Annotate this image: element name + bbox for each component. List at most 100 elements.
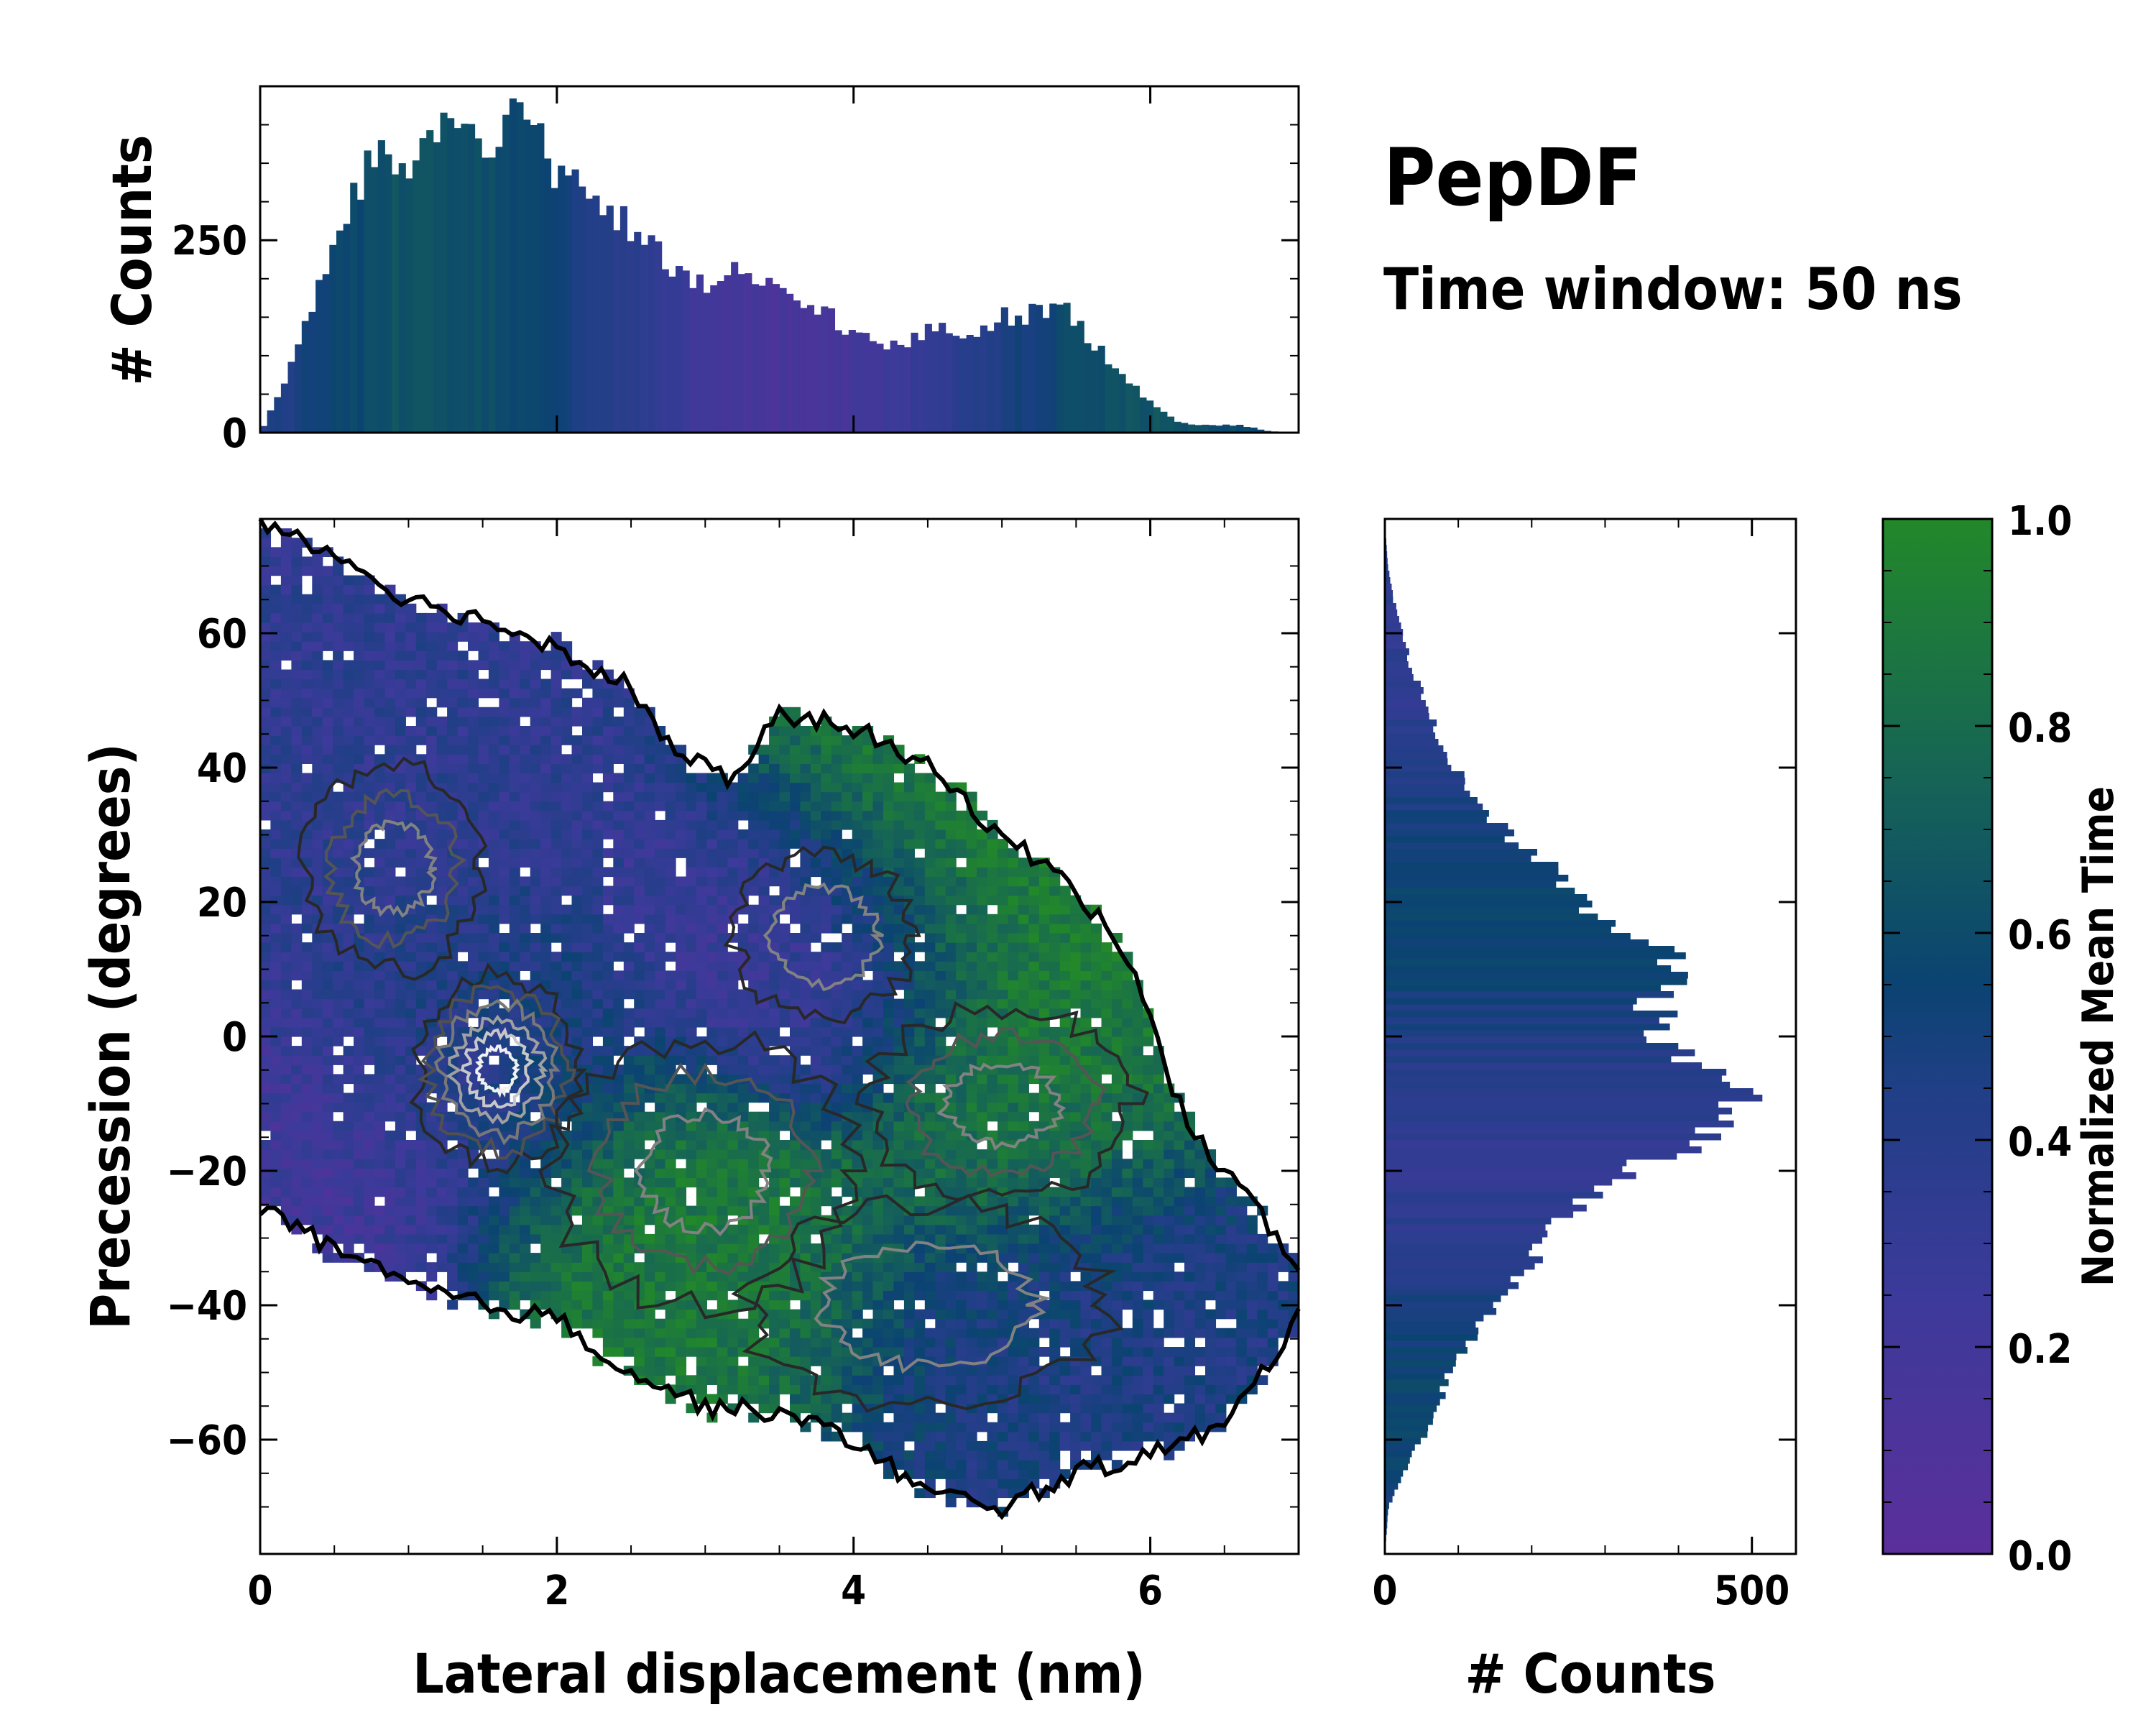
heatmap-cell — [966, 1328, 977, 1338]
heatmap-cell — [436, 660, 448, 671]
heatmap-cell — [810, 1356, 821, 1366]
heatmap-cell — [872, 1384, 884, 1395]
heatmap-cell — [602, 707, 614, 717]
heatmap-cell — [530, 810, 541, 821]
heatmap-cell — [291, 745, 303, 755]
heatmap-cell — [291, 1149, 303, 1159]
heatmap-cell — [405, 829, 417, 840]
x-marginal-bar — [1070, 326, 1078, 433]
heatmap-cell — [665, 876, 676, 887]
heatmap-cell — [914, 1168, 926, 1178]
heatmap-cell — [676, 1046, 687, 1056]
heatmap-cell — [260, 697, 272, 708]
heatmap-cell — [800, 1253, 811, 1263]
heatmap-cell — [872, 1177, 884, 1188]
heatmap-cell — [956, 914, 967, 924]
heatmap-cell — [291, 678, 303, 689]
heatmap-cell — [571, 1121, 583, 1131]
heatmap-cell — [686, 942, 697, 952]
heatmap-cell — [364, 688, 375, 699]
x-marginal-bar — [987, 331, 995, 433]
heatmap-cell — [550, 782, 562, 793]
heatmap-cell — [779, 1177, 791, 1188]
heatmap-cell — [914, 867, 926, 878]
heatmap-cell — [540, 1300, 552, 1310]
heatmap-cell — [800, 1102, 811, 1113]
heatmap-cell — [343, 839, 354, 849]
heatmap-cell — [748, 1318, 760, 1329]
heatmap-cell — [935, 1074, 946, 1085]
heatmap-cell — [582, 1290, 594, 1301]
heatmap-cell — [364, 1224, 375, 1235]
heatmap-cell — [488, 1253, 499, 1263]
heatmap-cell — [291, 801, 303, 811]
heatmap-cell — [260, 1055, 272, 1065]
heatmap-cell — [956, 1394, 967, 1404]
heatmap-cell — [634, 1290, 645, 1301]
heatmap-cell — [686, 1008, 697, 1018]
heatmap-cell — [384, 810, 396, 821]
heatmap-cell — [872, 1431, 884, 1442]
heatmap-cell — [862, 876, 874, 887]
heatmap-cell — [676, 1318, 687, 1329]
heatmap-cell — [509, 867, 520, 878]
heatmap-cell — [810, 782, 821, 793]
heatmap-cell — [354, 1130, 365, 1141]
heatmap-cell — [354, 1074, 365, 1085]
heatmap-cell — [415, 867, 427, 878]
heatmap-cell — [676, 923, 687, 934]
heatmap-cell — [676, 998, 687, 1009]
heatmap-cell — [280, 1168, 292, 1178]
heatmap-cell — [883, 1337, 895, 1348]
heatmap-cell — [291, 1121, 303, 1131]
heatmap-cell — [270, 857, 282, 868]
heatmap-cell — [488, 632, 499, 642]
heatmap-cell — [291, 1177, 303, 1188]
heatmap-cell — [405, 1140, 417, 1150]
heatmap-cell — [426, 632, 438, 642]
heatmap-cell — [852, 1017, 863, 1028]
heatmap-cell — [270, 697, 282, 708]
heatmap-cell — [810, 1403, 821, 1414]
heatmap-cell — [634, 763, 645, 774]
heatmap-cell — [914, 1102, 926, 1113]
heatmap-cell — [800, 1064, 811, 1075]
heatmap-cell — [270, 980, 282, 990]
heatmap-cell — [561, 1271, 573, 1282]
heatmap-cell — [717, 1177, 728, 1188]
heatmap-cell — [488, 895, 499, 906]
heatmap-cell — [634, 754, 645, 764]
heatmap-cell — [270, 594, 282, 604]
heatmap-cell — [457, 1149, 469, 1159]
heatmap-cell — [260, 895, 272, 906]
heatmap-cell — [956, 829, 967, 840]
x-marginal-bar — [703, 293, 711, 433]
heatmap-cell — [374, 1055, 386, 1065]
heatmap-cell — [395, 980, 406, 990]
heatmap-cell — [520, 791, 531, 802]
heatmap-cell — [769, 876, 780, 887]
heatmap-cell — [676, 1347, 687, 1357]
heatmap-cell — [862, 819, 874, 830]
heatmap-cell — [530, 1253, 541, 1263]
heatmap-cell — [270, 961, 282, 971]
heatmap-cell — [655, 1017, 666, 1028]
heatmap-cell — [592, 801, 604, 811]
heatmap-cell — [893, 1281, 905, 1292]
heatmap-cell — [291, 603, 303, 614]
heatmap-cell — [374, 1026, 386, 1037]
heatmap-cell — [333, 632, 344, 642]
heatmap-cell — [530, 660, 541, 671]
heatmap-cell — [676, 1140, 687, 1150]
heatmap-cell — [810, 1187, 821, 1197]
heatmap-cell — [415, 716, 427, 727]
heatmap-cell — [395, 895, 406, 906]
heatmap-cell — [488, 1064, 499, 1075]
heatmap-cell — [447, 1224, 459, 1235]
heatmap-cell — [260, 989, 272, 1000]
heatmap-cell — [571, 1233, 583, 1244]
heatmap-cell — [935, 810, 946, 821]
heatmap-cell — [436, 886, 448, 896]
heatmap-cell — [665, 1064, 676, 1075]
heatmap-cell — [935, 1450, 946, 1460]
